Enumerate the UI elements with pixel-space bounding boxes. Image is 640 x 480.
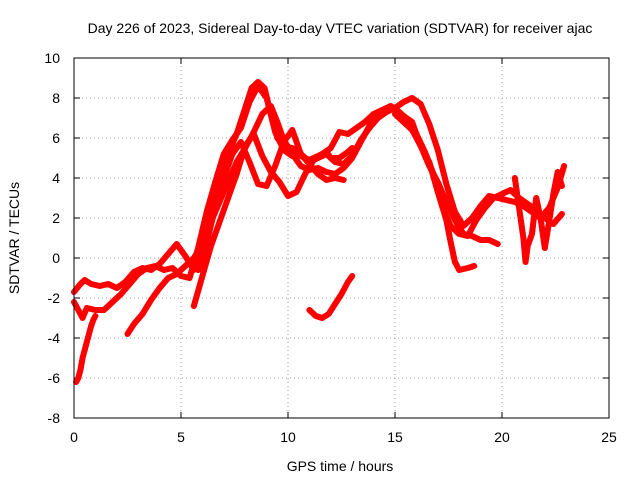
y-tick-label: 10 [44, 50, 60, 66]
data-point [82, 344, 89, 351]
data-point [75, 375, 82, 381]
data-point [340, 177, 347, 183]
x-tick-label: 20 [494, 429, 510, 445]
y-tick-label: 0 [52, 250, 60, 266]
y-tick-label: 2 [52, 210, 60, 226]
data-point [80, 349, 87, 356]
data-point [83, 339, 90, 345]
data-point [79, 355, 86, 361]
x-tick-label: 15 [387, 429, 403, 445]
y-tick-label: -4 [48, 330, 61, 346]
data-point [85, 333, 92, 340]
y-tick-label: 6 [52, 130, 60, 146]
series-track-4 [190, 103, 565, 309]
x-tick-label: 25 [601, 429, 617, 445]
data-point [558, 183, 565, 189]
series-track-9 [511, 169, 565, 265]
series-trace [195, 95, 568, 273]
x-tick-label: 10 [280, 429, 296, 445]
y-tick-label: -8 [48, 410, 61, 426]
series-trace [190, 103, 565, 309]
y-tick-label: -6 [48, 370, 61, 386]
y-tick-label: 4 [52, 170, 60, 186]
data-point [87, 325, 94, 332]
x-axis-label: GPS time / hours [287, 458, 394, 474]
plot-frame [73, 57, 610, 419]
y-axis-label: SDTVAR / TECUs [6, 182, 22, 294]
data-point [558, 211, 565, 217]
data-point [561, 163, 568, 169]
chart-title: Day 226 of 2023, Sidereal Day-to-day VTE… [88, 20, 593, 36]
axes: 0 5 10 15 20 25 -8 -6 -4 -2 0 2 4 6 8 10 [44, 50, 617, 445]
data-point [85, 331, 92, 337]
x-tick-label: 5 [177, 429, 185, 445]
y-tick-label: 8 [52, 90, 60, 106]
data-point [80, 352, 87, 359]
data-point [349, 273, 356, 279]
y-tick-label: -2 [48, 290, 61, 306]
data-point [75, 372, 82, 379]
data-point [494, 241, 501, 247]
series-track-6 [392, 111, 478, 273]
data-point [86, 328, 93, 335]
series-track-5 [195, 95, 568, 273]
series-track-7 [73, 313, 99, 385]
data-point [92, 313, 99, 319]
series-trace [124, 103, 501, 337]
x-tick-label: 0 [70, 429, 78, 445]
data-series [71, 79, 568, 385]
data-point [76, 369, 83, 376]
data-point [81, 347, 88, 353]
data-point [471, 263, 478, 269]
data-point [84, 336, 91, 343]
data-point [83, 341, 90, 348]
series-track-8 [306, 273, 356, 321]
